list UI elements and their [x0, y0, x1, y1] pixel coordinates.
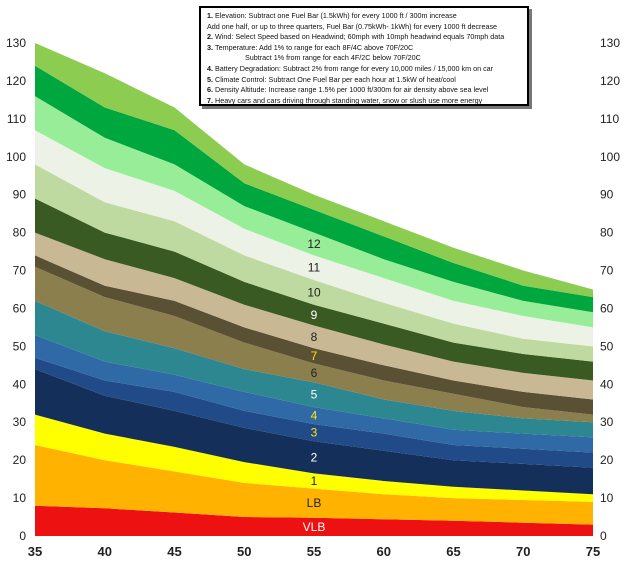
x-tick-label: 45 [167, 544, 181, 559]
note-line: 6. Density Altitude: Increase range 1.5%… [207, 85, 521, 96]
note-number: 6. [207, 85, 215, 95]
note-number: 7. [207, 95, 215, 105]
y-tick-label-right: 70 [600, 264, 614, 278]
y-tick-label-right: 40 [600, 377, 614, 391]
note-text: Climate Control: Subtract One Fuel Bar p… [215, 74, 456, 84]
band-label: 4 [311, 409, 318, 423]
note-text: Heavy cars and cars driving through stan… [215, 95, 483, 105]
y-tick-label: 60 [13, 301, 27, 315]
band-3 [35, 357, 593, 468]
note-number: 4. [207, 63, 215, 73]
band-label: 2 [311, 450, 318, 464]
note-line: 3. Temperature: Add 1% to range for each… [207, 43, 521, 54]
y-tick-label: 20 [13, 453, 27, 467]
band-5 [35, 300, 593, 438]
note-text: Add one half, or up to three quarters, F… [207, 21, 498, 31]
y-tick-label: 10 [13, 491, 27, 505]
x-tick-label: 60 [377, 544, 391, 559]
y-tick-label: 40 [13, 377, 27, 391]
y-tick-label-right: 30 [600, 415, 614, 429]
y-tick-label: 70 [13, 264, 27, 278]
x-tick-label: 35 [28, 544, 42, 559]
note-text: Battery Degradation: Subtract 2% from ra… [215, 63, 494, 73]
note-number: 2. [207, 32, 215, 42]
y-tick-label-right: 90 [600, 188, 614, 202]
band-9 [35, 198, 593, 381]
note-number: 3. [207, 42, 215, 52]
y-tick-label-right: 10 [600, 491, 614, 505]
note-text: Density Altitude: Increase range 1.5% pe… [215, 85, 489, 95]
band-top-15 [35, 43, 593, 298]
note-line: Subtract 1% from range for each 4F/2C be… [207, 53, 521, 64]
note-line: 1. Elevation: Subtract one Fuel Bar (1.5… [207, 11, 521, 22]
y-tick-label: 30 [13, 415, 27, 429]
notes-box: 1. Elevation: Subtract one Fuel Bar (1.5… [199, 6, 529, 106]
x-tick-label: 40 [98, 544, 112, 559]
y-tick-label-right: 60 [600, 301, 614, 315]
band-label: LB [307, 496, 322, 510]
y-tick-label-right: 20 [600, 453, 614, 467]
y-tick-label: 0 [19, 529, 26, 543]
x-tick-label: 75 [586, 544, 600, 559]
note-line: Add one half, or up to three quarters, F… [207, 22, 521, 33]
band-label: 6 [311, 366, 318, 380]
band-vlb [35, 505, 593, 536]
note-text: Temperature: Add 1% to range for each 8F… [215, 42, 414, 52]
y-tick-label: 120 [6, 74, 26, 88]
y-tick-label-right: 120 [600, 74, 620, 88]
y-tick-label-right: 100 [600, 150, 620, 164]
note-text: Elevation: Subtract one Fuel Bar (1.5kWh… [215, 11, 457, 20]
band-10 [35, 164, 593, 362]
y-tick-label: 50 [13, 339, 27, 353]
fuel-bar-bands [35, 43, 593, 536]
y-tick-label: 110 [7, 112, 26, 126]
band-4 [35, 335, 593, 453]
x-tick-label: 55 [307, 544, 321, 559]
band-12 [35, 96, 593, 328]
band-label: 7 [311, 349, 318, 363]
note-line: 4. Battery Degradation: Subtract 2% from… [207, 64, 521, 75]
band-7 [35, 255, 593, 415]
band-label: 10 [307, 285, 321, 299]
band-label: 8 [311, 330, 318, 344]
note-text: Subtract 1% from range for each 4F/2C be… [245, 53, 421, 63]
note-line: 7. Heavy cars and cars driving through s… [207, 96, 521, 107]
y-tick-label: 100 [6, 150, 26, 164]
y-tick-label-right: 110 [600, 112, 619, 126]
band-label: 3 [311, 426, 318, 440]
x-tick-label: 50 [237, 544, 251, 559]
band-label: 11 [308, 261, 321, 275]
y-tick-label: 90 [13, 188, 27, 202]
x-tick-label: 70 [516, 544, 530, 559]
notes-list: 1. Elevation: Subtract one Fuel Bar (1.5… [207, 11, 521, 106]
band-label: 12 [307, 237, 321, 251]
y-tick-label: 80 [13, 226, 27, 240]
band-label: VLB [303, 520, 326, 534]
y-tick-label-right: 80 [600, 226, 614, 240]
band-11 [35, 130, 593, 347]
note-number: 5. [207, 74, 215, 84]
band-1 [35, 414, 593, 502]
left-y-axis: 0 10 20 30 40 50 60 70 80 90 100 110 120 130 [6, 36, 26, 543]
note-number: 1. [207, 11, 215, 20]
note-text: Wind: Select Speed based on Headwind; 60… [215, 32, 505, 42]
x-tick-label: 65 [446, 544, 460, 559]
band-label: 5 [311, 388, 318, 402]
band-label: 1 [311, 474, 318, 488]
right-y-axis: 0 10 20 30 40 50 60 70 80 90 100 110 120 130 [600, 36, 620, 543]
y-tick-label-right: 130 [600, 36, 620, 50]
x-axis: 35 40 45 50 55 60 65 70 75 [28, 544, 600, 559]
band-lb [35, 445, 593, 525]
note-line: 5. Climate Control: Subtract One Fuel Ba… [207, 75, 521, 86]
band-label: 9 [311, 308, 318, 322]
note-line: 2. Wind: Select Speed based on Headwind;… [207, 32, 521, 43]
band-8 [35, 232, 593, 400]
y-tick-label-right: 50 [600, 339, 614, 353]
y-tick-label: 130 [6, 36, 26, 50]
y-tick-label-right: 0 [600, 529, 607, 543]
band-2 [35, 369, 593, 495]
